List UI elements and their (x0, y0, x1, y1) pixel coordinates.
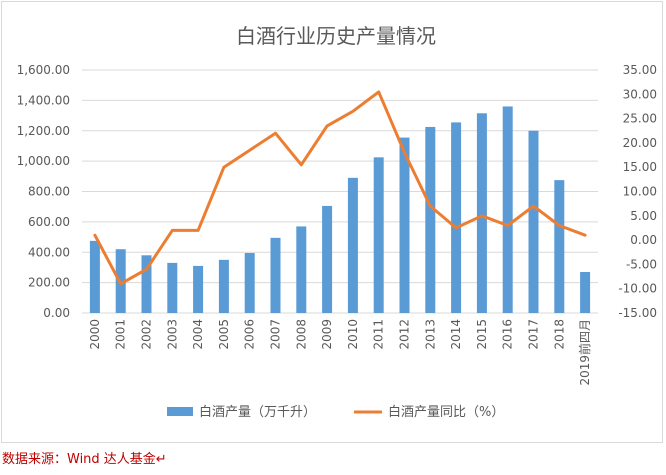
x-tick-label: 2007 (269, 319, 283, 350)
right-tick-label: 0.00 (630, 233, 657, 247)
bar (218, 259, 229, 313)
x-tick-label: 2000 (88, 319, 102, 350)
line-series (93, 90, 587, 286)
x-tick-label: 2004 (191, 319, 205, 350)
bar (476, 113, 487, 313)
x-tick-label: 2002 (140, 319, 154, 350)
series-line (93, 90, 587, 286)
bar-series (89, 106, 591, 313)
x-tick-label: 2015 (475, 319, 489, 350)
left-axis-ticks: 0.00 200.00 400.00 600.00 800.00 1,000.00 1,20… (17, 63, 70, 320)
bar (502, 106, 513, 313)
x-tick-label: 2013 (423, 319, 437, 350)
legend: 白酒产量（万千升） 白酒产量同比（%） (167, 404, 504, 420)
bar (347, 177, 358, 313)
bar (141, 255, 152, 313)
right-tick-label: 5.00 (630, 209, 657, 223)
legend-label-line: 白酒产量同比（%） (388, 404, 504, 420)
grid-lines (82, 69, 598, 314)
bar (296, 226, 307, 313)
right-tick-label: -10.00 (618, 282, 657, 296)
chart-title: 白酒行业历史产量情况 (236, 24, 436, 48)
x-tick-label: 2018 (552, 319, 566, 350)
bar (528, 130, 539, 313)
right-tick-label: 30.00 (623, 87, 657, 101)
left-tick-label: 400.00 (28, 245, 70, 259)
left-tick-label: 200.00 (28, 276, 70, 290)
bar (322, 205, 333, 313)
bar (425, 126, 436, 313)
bar (193, 265, 204, 313)
bar (399, 137, 410, 313)
left-tick-label: 0.00 (43, 306, 70, 320)
chart-frame: 白酒行业历史产量情况 0.00 200.00 400.00 600.00 800.00 1… (1, 1, 663, 443)
x-tick-label: 2011 (372, 319, 386, 350)
x-tick-label: 2017 (527, 319, 541, 350)
legend-label-bar: 白酒产量（万千升） (199, 404, 316, 420)
left-tick-label: 600.00 (28, 215, 70, 229)
x-tick-label: 2008 (294, 319, 308, 350)
right-tick-label: -5.00 (626, 257, 657, 271)
x-tick-label: 2012 (398, 319, 412, 350)
right-tick-label: 15.00 (623, 160, 657, 174)
legend-swatch-bar (167, 407, 193, 416)
x-tick-label: 2014 (449, 319, 463, 350)
left-tick-label: 1,200.00 (17, 124, 70, 138)
x-tick-label: 2006 (243, 319, 257, 350)
chart: 白酒行业历史产量情况 0.00 200.00 400.00 600.00 800.00 1… (17, 24, 657, 420)
x-tick-label: 2019前四月 (577, 319, 592, 386)
right-tick-label: 35.00 (623, 63, 657, 77)
bar (89, 240, 100, 313)
x-tick-label: 2009 (320, 319, 334, 350)
left-tick-label: 800.00 (28, 185, 70, 199)
bar (580, 271, 591, 313)
bar (167, 262, 178, 313)
left-tick-label: 1,000.00 (17, 154, 70, 168)
x-tick-label: 2003 (165, 319, 179, 350)
x-axis-ticks: 2000 2001 2002 2003 2004 2005 2006 2007 2008 2009… (88, 319, 592, 386)
left-tick-label: 1,600.00 (17, 63, 70, 77)
right-tick-label: -15.00 (618, 306, 657, 320)
bar (451, 122, 462, 313)
right-tick-label: 25.00 (623, 112, 657, 126)
right-tick-label: 10.00 (623, 185, 657, 199)
left-tick-label: 1,400.00 (17, 93, 70, 107)
x-tick-label: 2001 (114, 319, 128, 350)
x-tick-label: 2016 (501, 319, 515, 350)
x-tick-label: 2010 (346, 319, 360, 350)
right-axis-ticks: -15.00 -10.00 -5.00 0.00 5.00 10.00 15.00 20.00… (618, 63, 657, 320)
bar (270, 237, 281, 313)
bar (554, 180, 565, 313)
bar (373, 157, 384, 313)
source-note: 数据来源：Wind 达人基金↵ (2, 452, 167, 467)
right-tick-label: 20.00 (623, 136, 657, 150)
x-tick-label: 2005 (217, 319, 231, 350)
bar (244, 253, 255, 313)
